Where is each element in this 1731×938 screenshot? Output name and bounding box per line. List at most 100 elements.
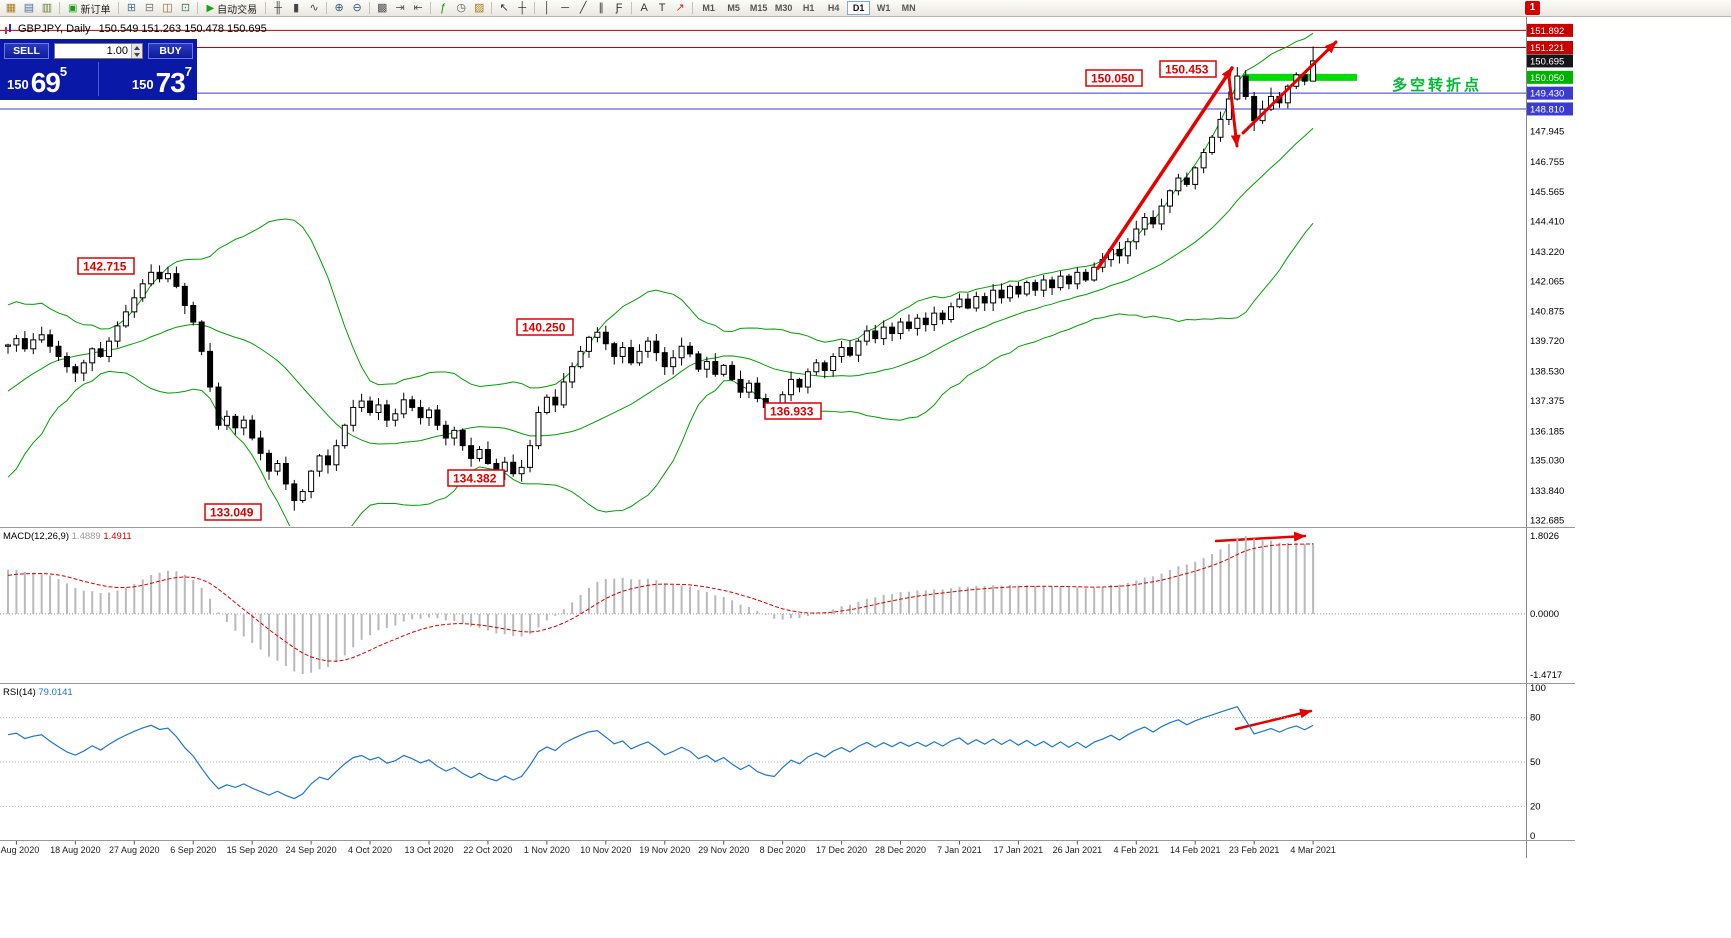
data-window-button[interactable]: ⊟: [140, 1, 158, 16]
candle-body: [914, 317, 921, 329]
lot-size-input[interactable]: 1.00: [54, 43, 143, 59]
price-callout[interactable]: 150.453: [1159, 60, 1217, 78]
candle-body: [602, 331, 609, 345]
lot-value[interactable]: 1.00: [106, 45, 128, 57]
price-axis-label: 143.220: [1530, 247, 1564, 258]
sell-button[interactable]: SELL: [4, 43, 49, 59]
candle-body: [745, 382, 752, 393]
timeframe-m15-button[interactable]: M15: [747, 1, 770, 15]
arrows-button[interactable]: ↗: [671, 1, 689, 16]
text-icon: A: [640, 1, 648, 14]
trend-arrow[interactable]: [1214, 531, 1307, 543]
lot-decrease-icon[interactable]: [132, 51, 142, 58]
candle-body: [611, 343, 618, 357]
candle-body: [796, 378, 803, 388]
timeframe-w1-button[interactable]: W1: [872, 1, 895, 15]
timeframe-d1-button[interactable]: D1: [847, 1, 871, 15]
arrows-icon: ↗: [675, 1, 685, 14]
axis-price-tag-label: 151.221: [1530, 43, 1564, 54]
alert-badge[interactable]: 1: [1525, 1, 1540, 15]
candle-body: [830, 355, 837, 371]
vertical-line-button[interactable]: │: [538, 1, 556, 16]
price-callout[interactable]: 140.250: [516, 318, 574, 336]
zoom-in-button[interactable]: ⊕: [330, 1, 348, 16]
bid-price[interactable]: 150 69 5: [4, 62, 95, 97]
ask-price[interactable]: 150 73 7: [102, 62, 193, 97]
price-callout[interactable]: 150.050: [1085, 69, 1143, 87]
cursor-button[interactable]: ↖: [495, 1, 513, 16]
date-label: 18 Aug 2020: [50, 845, 101, 855]
candle-body: [257, 437, 264, 454]
candle-body: [417, 406, 424, 419]
candle-body: [670, 357, 677, 368]
trend-arrow[interactable]: [1096, 66, 1234, 270]
candle-body: [341, 424, 348, 447]
candle-body: [1133, 228, 1140, 243]
chart-shift-button[interactable]: ⇤: [409, 1, 427, 16]
text-button[interactable]: A: [635, 1, 653, 16]
label-button[interactable]: T: [653, 1, 671, 16]
candle-body: [13, 338, 20, 346]
candle-body: [1091, 266, 1098, 281]
timeframe-h4-button[interactable]: H4: [822, 1, 845, 15]
horizontal-line-button[interactable]: ─: [556, 1, 574, 16]
candle-body: [939, 312, 946, 320]
trendline-button[interactable]: ╱: [574, 1, 592, 16]
crosshair-button[interactable]: ┼: [513, 1, 531, 16]
price-callout[interactable]: 136.933: [764, 402, 822, 420]
buy-button[interactable]: BUY: [148, 43, 193, 59]
timeframe-m1-button[interactable]: M1: [697, 1, 720, 15]
market-watch-button[interactable]: ⊞: [122, 1, 140, 16]
axis-price-tag: 151.892: [1527, 23, 1573, 37]
chart-list-button[interactable]: ▥: [38, 1, 56, 16]
candle-body: [198, 321, 205, 352]
rsi-axis-label: 20: [1530, 801, 1541, 812]
candle-body: [661, 352, 668, 368]
candle-body: [63, 355, 70, 368]
price-callout[interactable]: 142.715: [77, 257, 135, 275]
timeframe-h1-button[interactable]: H1: [797, 1, 820, 15]
price-axis-label: 140.875: [1530, 307, 1564, 318]
zoom-out-button[interactable]: ⊖: [348, 1, 366, 16]
candle-body: [501, 461, 508, 472]
navigator-button[interactable]: ◫: [158, 1, 176, 16]
templates-button[interactable]: ▨: [470, 1, 488, 16]
timeframe-mn-button[interactable]: MN: [897, 1, 920, 15]
new-order-button[interactable]: ▣ 新订单: [63, 1, 115, 16]
candle-body: [737, 378, 744, 393]
lot-stepper[interactable]: [131, 44, 142, 58]
trend-arrow[interactable]: [1227, 75, 1241, 148]
autotrading-button-label: 自动交易: [217, 4, 258, 16]
candle-body: [880, 326, 887, 340]
candle-body: [518, 466, 525, 475]
turning-point-annotation[interactable]: 多空转折点: [1392, 76, 1482, 94]
auto-scroll-button[interactable]: ⇥: [391, 1, 409, 16]
trend-arrow[interactable]: [1241, 40, 1338, 135]
fibonacci-button[interactable]: Ƒ: [610, 1, 628, 16]
rsi-line: [7, 705, 1314, 800]
lot-increase-icon[interactable]: [132, 44, 142, 51]
bar-chart-button[interactable]: ╫: [269, 1, 287, 16]
trend-arrow[interactable]: [1234, 708, 1313, 731]
channel-button[interactable]: ∥: [592, 1, 610, 16]
candlestick-chart-button[interactable]: ▮: [287, 1, 305, 16]
periods-button[interactable]: ◷: [452, 1, 470, 16]
candle-body: [527, 445, 534, 468]
timeframe-m5-button[interactable]: M5: [722, 1, 745, 15]
new-chart-button[interactable]: ▦: [2, 1, 20, 16]
timeframe-m30-button[interactable]: M30: [772, 1, 795, 15]
candle-body: [1217, 118, 1224, 138]
candle-body: [274, 463, 281, 472]
price-callout[interactable]: 133.049: [204, 503, 262, 521]
price-callout[interactable]: 134.382: [447, 469, 505, 487]
candle-body: [973, 296, 980, 309]
indicators-button[interactable]: ƒ: [434, 1, 452, 16]
candle-body: [80, 362, 87, 374]
tile-windows-button[interactable]: ▩: [373, 1, 391, 16]
line-chart-button[interactable]: ∿: [305, 1, 323, 16]
chart-profiles-button[interactable]: ▤: [20, 1, 38, 16]
price-callout-label: 134.382: [453, 472, 497, 486]
terminal-button[interactable]: ⊡: [176, 1, 194, 16]
autotrading-button[interactable]: ▶ 自动交易: [201, 1, 262, 16]
